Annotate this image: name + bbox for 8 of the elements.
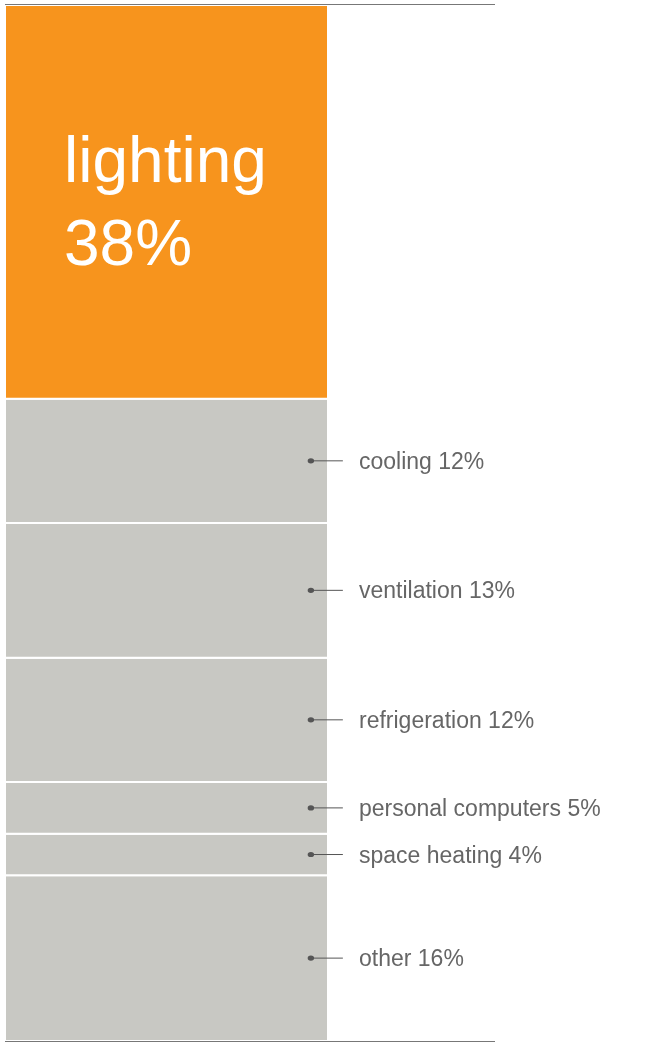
text: refrigeration 12% xyxy=(359,707,535,733)
text: personal computers 5% xyxy=(359,795,601,821)
text: cooling 12% xyxy=(359,448,485,474)
data-label: 38% xyxy=(64,207,193,280)
series-label: lighting xyxy=(64,124,267,196)
text: space heating 4% xyxy=(359,842,542,868)
text: other 16% xyxy=(359,945,464,971)
text: ventilation 13% xyxy=(359,577,515,603)
